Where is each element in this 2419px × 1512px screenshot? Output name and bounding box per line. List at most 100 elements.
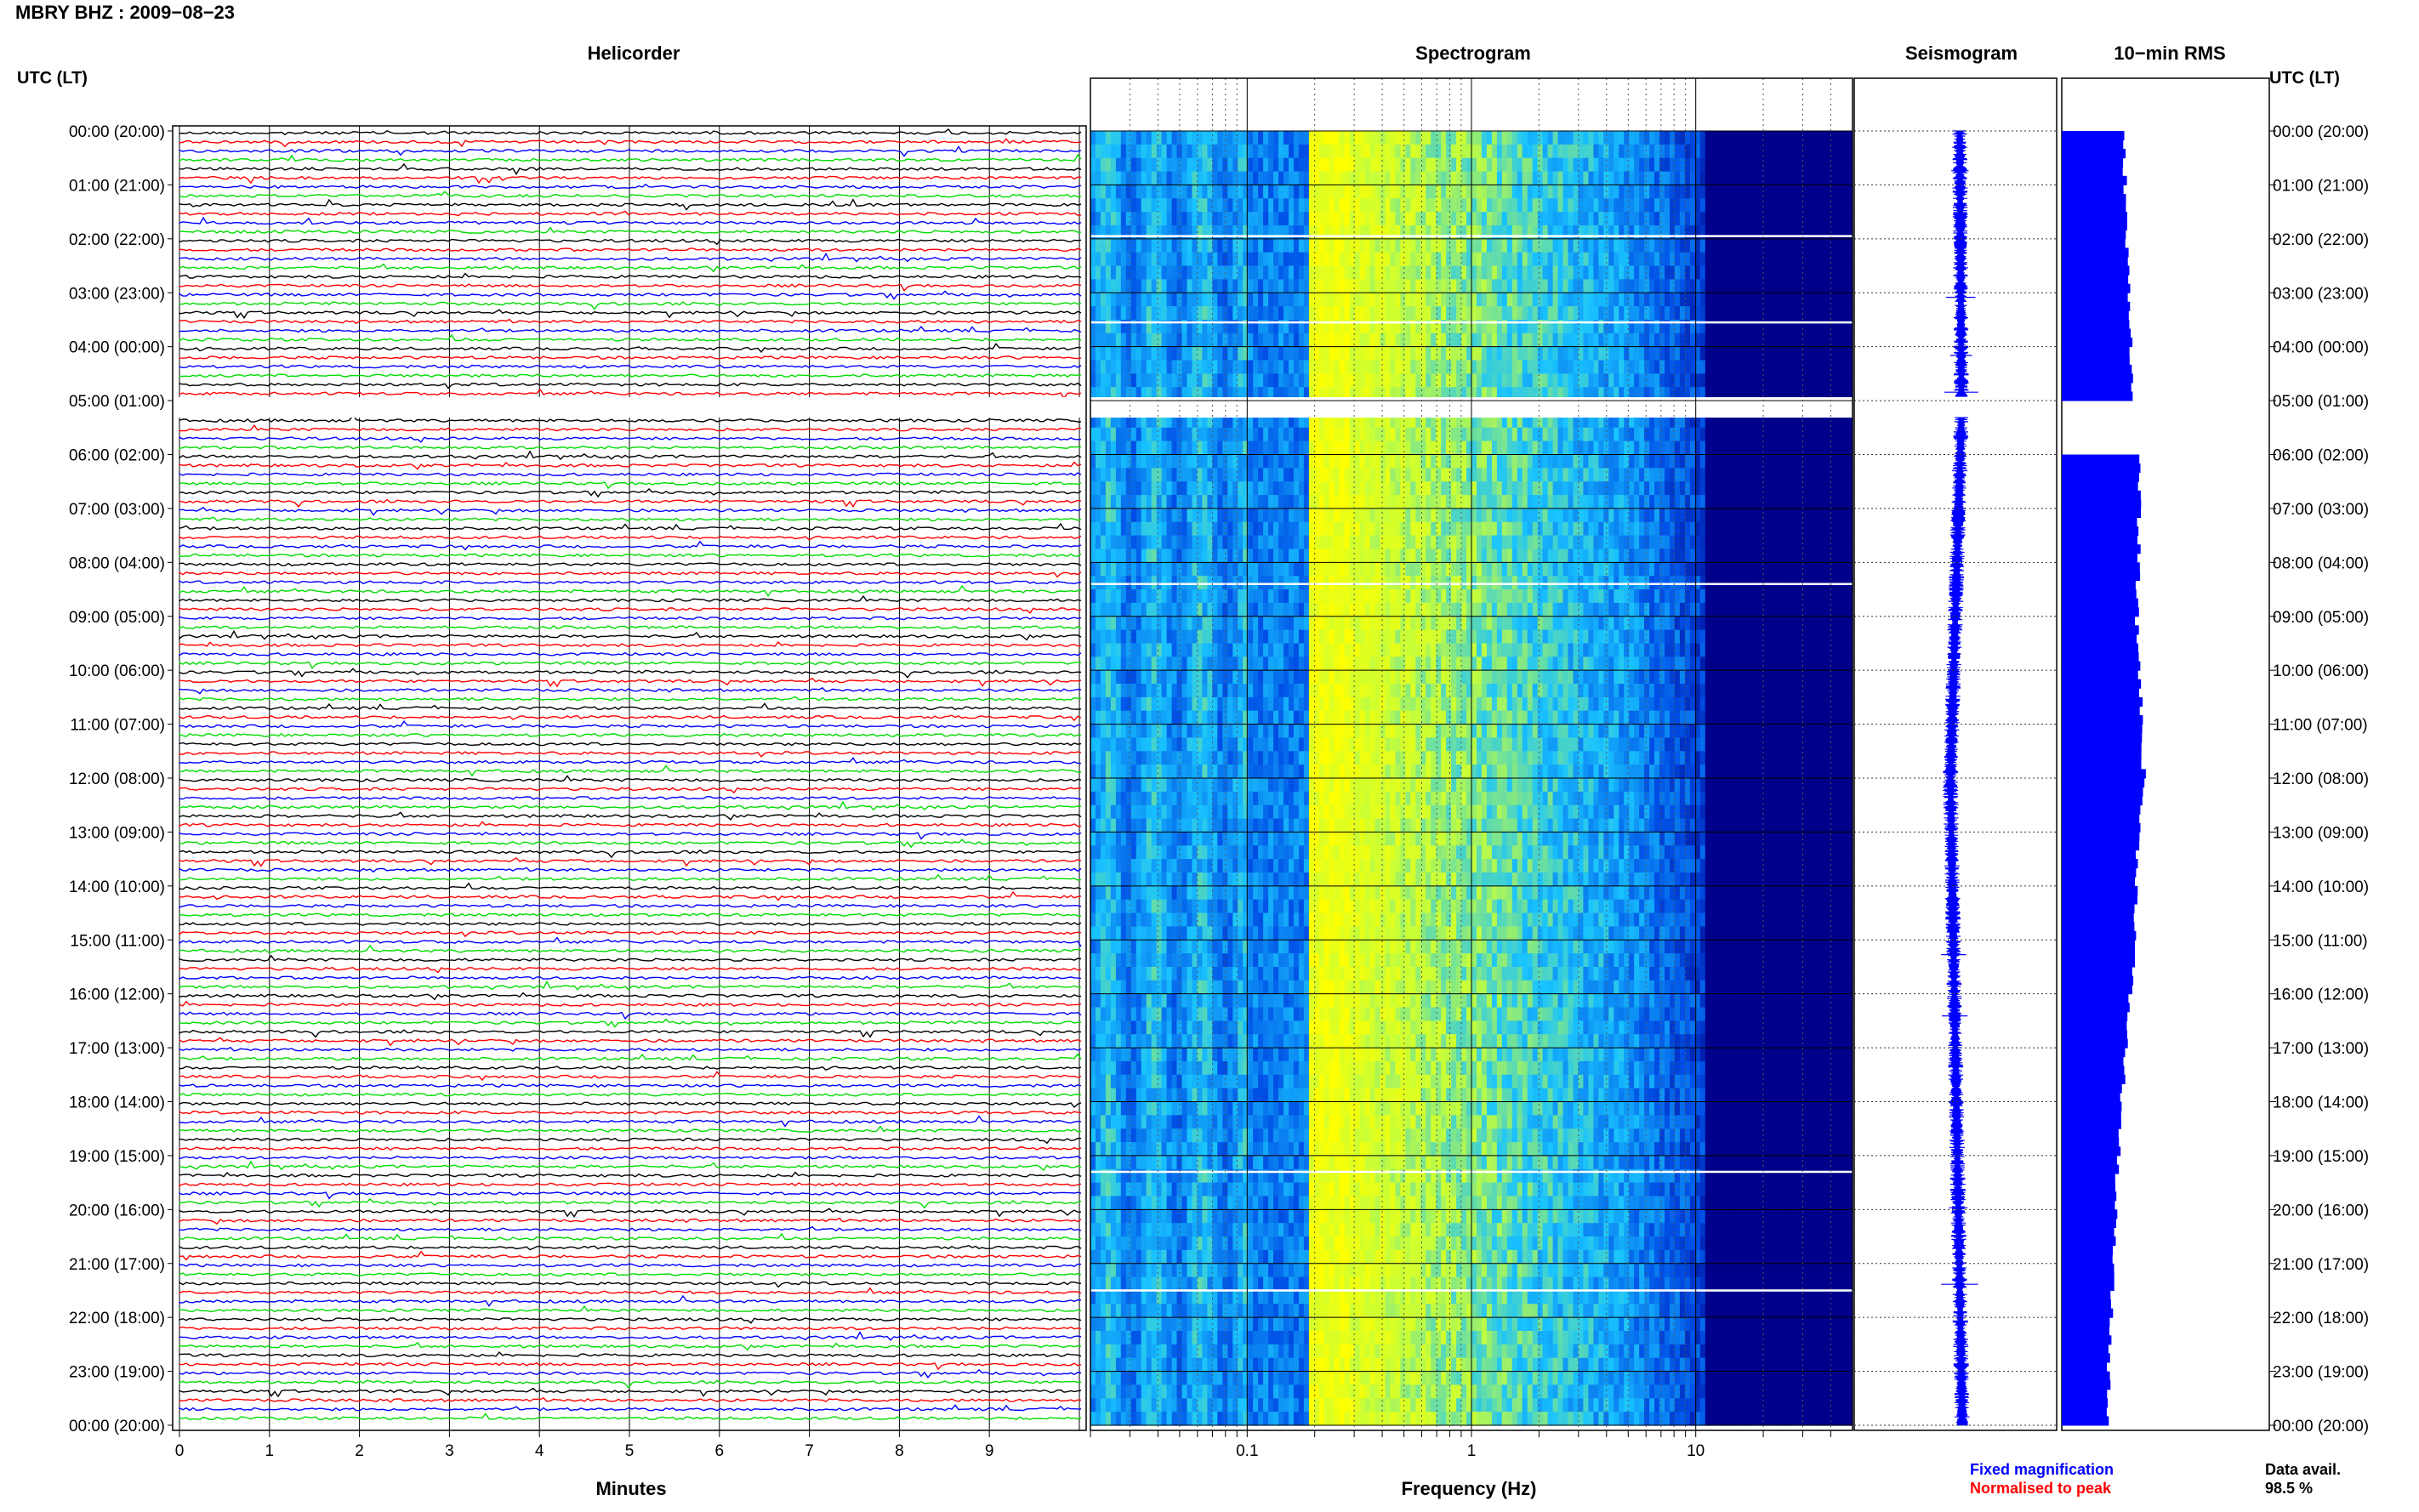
spectrogram-cell [1115, 198, 1122, 213]
spectrogram-cell [1125, 549, 1132, 563]
spectrogram-cell [1115, 562, 1122, 577]
spectrogram-cell [1547, 185, 1554, 199]
spectrogram-cell [1527, 333, 1534, 348]
spectrogram-cell [1212, 521, 1218, 537]
spectrogram-cell [1212, 360, 1218, 374]
spectrogram-cell [1339, 157, 1346, 173]
spectrogram-cell [1756, 185, 1762, 199]
spectrogram-cell [1486, 198, 1493, 213]
spectrogram-cell [1573, 387, 1579, 401]
spectrogram-cell [1659, 346, 1665, 361]
spectrogram-cell [1273, 198, 1279, 213]
spectrogram-cell [1349, 549, 1356, 563]
spectrogram-cell [1832, 454, 1838, 469]
helicorder-trace [179, 1208, 1082, 1218]
spectrogram-cell [1176, 360, 1183, 374]
spectrogram-cell [1369, 535, 1376, 550]
helicorder-trace [179, 1037, 1082, 1047]
spectrogram-cell [1557, 535, 1564, 550]
spectrogram-cell [1486, 360, 1493, 374]
spectrogram-cell [1354, 306, 1361, 321]
spectrogram-cell [1349, 198, 1356, 213]
spectrogram-cell [1187, 441, 1193, 456]
spectrogram-cell [1110, 157, 1117, 173]
spectrogram-cell [1344, 238, 1351, 253]
helicorder-trace [179, 1137, 1082, 1145]
helicorder-trace [179, 912, 1082, 918]
spectrogram-cell [1614, 265, 1619, 280]
spectrogram-cell [1171, 413, 1178, 429]
spectrogram-cell [1547, 198, 1554, 213]
spectrogram-cell [1441, 508, 1447, 523]
spectrogram-cell [1552, 495, 1559, 509]
spectrogram-cell [1318, 549, 1325, 563]
spectrogram-cell [1115, 265, 1122, 280]
spectrogram-cell [1807, 157, 1813, 173]
spectrogram-cell [1227, 441, 1233, 456]
spectrogram-cell [1822, 495, 1828, 509]
spectrogram-cell [1471, 171, 1477, 186]
spectrogram-cell [1776, 144, 1782, 159]
spectrogram-cell [1705, 360, 1711, 374]
spectrogram-cell [1212, 468, 1218, 482]
spectrogram-cell [1303, 549, 1310, 563]
helicorder-trace [179, 702, 1082, 711]
spectrogram-cell [1679, 212, 1686, 226]
spectrogram-cell [1562, 521, 1569, 537]
spectrogram-cell [1415, 549, 1421, 563]
spectrogram-cell [1283, 212, 1289, 226]
spectrogram-cell [1303, 238, 1310, 253]
helicorder-trace [179, 936, 1082, 947]
spectrogram-cell [1522, 413, 1528, 429]
spectrogram-cell [1451, 360, 1457, 374]
spectrogram-cell [1674, 131, 1681, 145]
spectrogram-cell [1369, 441, 1376, 456]
spectrogram-cell [1598, 521, 1604, 537]
spectrogram-cell [1740, 144, 1747, 159]
spectrogram-cell [1329, 279, 1335, 293]
spectrogram-cell [1603, 171, 1609, 186]
spectrogram-cell [1771, 481, 1777, 496]
spectrogram-cell [1522, 360, 1528, 374]
spectrogram-cell [1395, 360, 1401, 374]
spectrogram-cell [1654, 198, 1660, 213]
spectrogram-cell [1471, 279, 1477, 293]
spectrogram-cell [1689, 225, 1696, 240]
spectrogram-cell [1385, 535, 1392, 550]
spectrogram-cell [1822, 549, 1828, 563]
spectrogram-cell [1420, 454, 1426, 469]
spectrogram-cell [1273, 225, 1279, 240]
spectrogram-cell [1339, 225, 1346, 240]
spectrogram-cell [1293, 252, 1300, 267]
spectrogram-cell [1745, 265, 1752, 280]
spectrogram-cell [1542, 468, 1549, 482]
spectrogram-cell [1674, 481, 1681, 496]
spectrogram-cell [1359, 441, 1366, 456]
spectrogram-cell [1110, 481, 1117, 496]
spectrogram-cell [1217, 225, 1223, 240]
spectrogram-cell [1151, 535, 1158, 550]
spectrogram-cell [1593, 413, 1599, 429]
spectrogram-cell [1812, 535, 1818, 550]
spectrogram-cell [1171, 212, 1178, 226]
spectrogram-cell [1136, 521, 1142, 537]
spectrogram-cell [1817, 468, 1823, 482]
spectrogram-cell [1639, 212, 1645, 226]
spectrogram-cell [1105, 521, 1112, 537]
spectrogram-cell [1380, 549, 1386, 563]
spectrogram-cell [1120, 521, 1127, 537]
spectrogram-cell [1684, 279, 1691, 293]
spectrogram-cell [1369, 360, 1376, 374]
spectrogram-cell [1842, 265, 1848, 280]
spectrogram-cell [1263, 427, 1269, 442]
spectrogram-cell [1629, 360, 1635, 374]
spectrogram-cell [1665, 185, 1671, 199]
spectrogram-cell [1517, 333, 1523, 348]
spectrogram-cell [1318, 144, 1325, 159]
spectrogram-cell [1187, 293, 1193, 307]
spectrogram-cell [1735, 535, 1742, 550]
spectrogram-cell [1253, 373, 1259, 388]
spectrogram-cell [1689, 131, 1696, 145]
spectrogram-cell [1096, 252, 1101, 267]
spectrogram-cell [1293, 212, 1300, 226]
